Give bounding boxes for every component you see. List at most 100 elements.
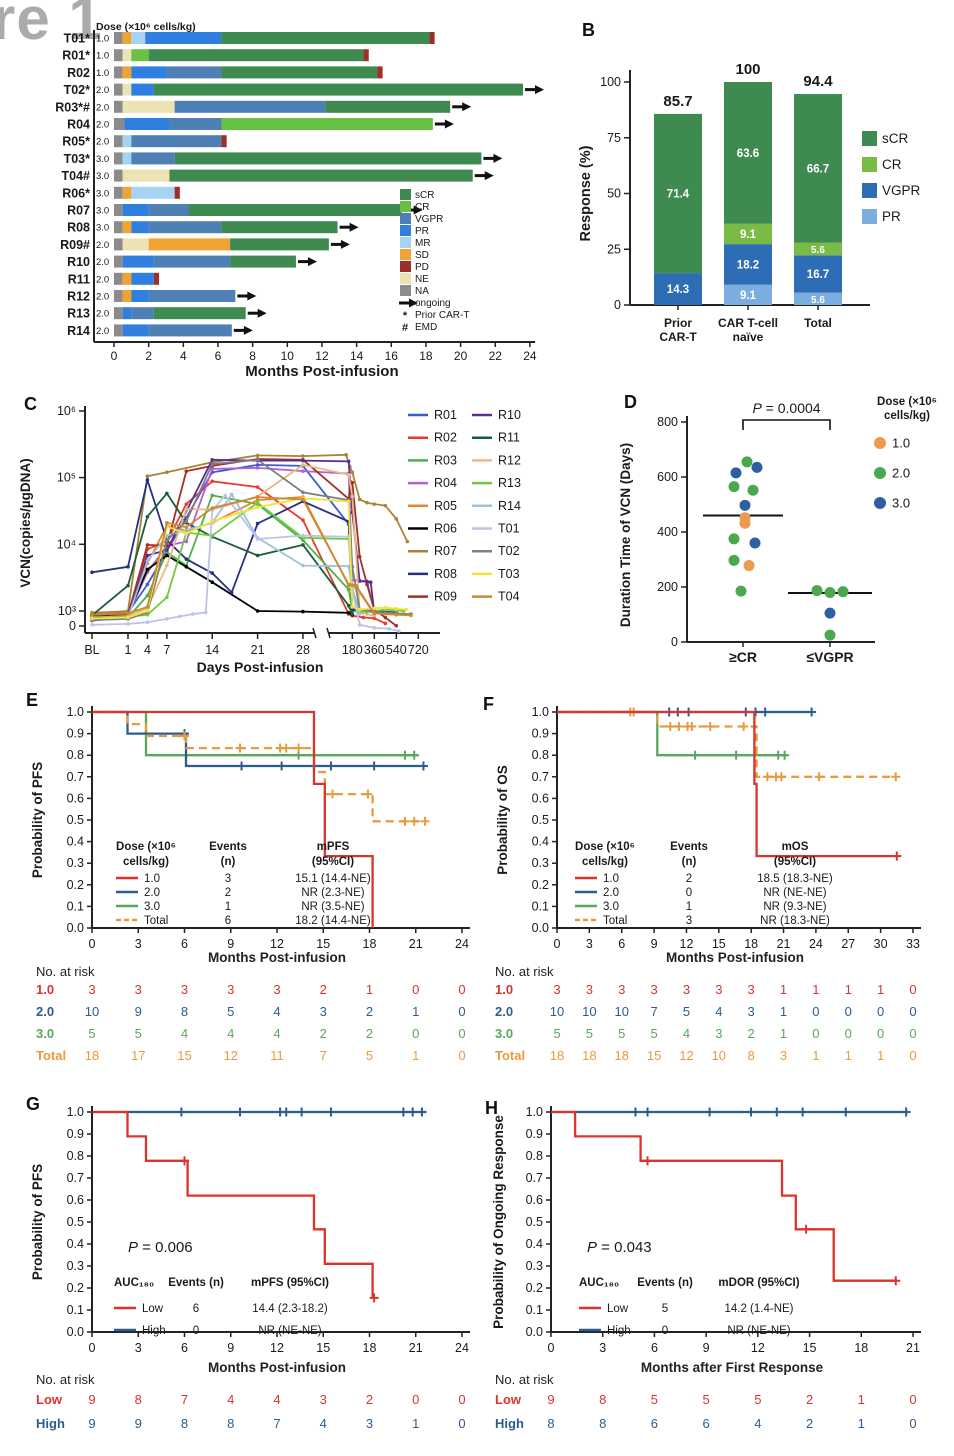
vcn-series-R09 <box>91 458 397 627</box>
risk-count: 8 <box>599 1392 607 1407</box>
swimmer-segment-NA <box>114 272 123 285</box>
patient-dose: 2.0 <box>96 137 109 148</box>
legend-series-name: 1.0 <box>603 873 619 885</box>
x-axis-title: Days Post-infusion <box>197 659 324 675</box>
risk-count: 0 <box>877 1004 885 1019</box>
vcn-point-R08 <box>229 590 234 595</box>
risk-count: 9 <box>547 1392 555 1407</box>
legend-series-name: Low <box>607 1303 629 1315</box>
segment-value-label: 9.1 <box>740 290 757 302</box>
dot-dose-2.0 <box>728 533 740 545</box>
risk-row-label: 2.0 <box>36 1004 55 1019</box>
dot-dose-3.0 <box>824 607 836 619</box>
vcn-point-R09 <box>145 543 150 547</box>
swimmer-segment-NA <box>114 204 123 216</box>
dot-dose-1.0 <box>739 517 751 529</box>
y-tick-label: 0.7 <box>526 1171 543 1185</box>
risk-count: 3 <box>88 982 96 997</box>
swimmer-segment-NE <box>122 83 132 96</box>
vcn-point-R12 <box>350 494 355 499</box>
swimmer-segment-VGPR <box>131 152 175 165</box>
legend-label: EMD <box>415 322 437 333</box>
risk-count: 3 <box>180 982 189 997</box>
vcn-point-T01 <box>145 620 150 624</box>
vcn-point-R10 <box>346 459 351 464</box>
patient-dose: 2.0 <box>96 240 109 251</box>
legend-label: T01 <box>498 522 520 536</box>
y-tick-label: 0.9 <box>532 727 549 741</box>
segment-value-label: 5.6 <box>811 245 825 256</box>
vcn-point-R04 <box>301 469 305 473</box>
risk-count: 5 <box>585 1026 593 1041</box>
x-tick-label: 6 <box>181 1341 188 1355</box>
risk-count: 1 <box>412 1004 420 1019</box>
risk-count: 9 <box>134 1004 142 1019</box>
y-tick-label: 800 <box>657 415 678 429</box>
swimmer-segment-PR <box>122 324 149 337</box>
vcn-point-T03 <box>210 519 215 524</box>
swimmer-segment-MR <box>131 186 175 199</box>
swimmer-segment-NA <box>114 169 123 182</box>
y-tick-label: 0.2 <box>532 878 549 892</box>
dot-dose-3.0 <box>751 461 763 473</box>
vcn-point-R10 <box>368 580 373 585</box>
risk-count: 1 <box>412 1416 420 1431</box>
dot-dose-2.0 <box>735 585 747 597</box>
vcn-point-R11 <box>301 543 305 547</box>
x-tick-label: 14 <box>350 349 364 363</box>
risk-count: 0 <box>458 1026 466 1041</box>
risk-count: 5 <box>650 1392 659 1407</box>
vcn-point-R14 <box>346 564 351 568</box>
segment-value-label: 9.1 <box>740 229 757 241</box>
legend-header: Events (n) <box>168 1277 224 1289</box>
risk-count: 1 <box>779 982 788 997</box>
risk-count: 4 <box>273 1026 281 1041</box>
patient-id: T02* <box>64 83 91 97</box>
swimmer-segment-NE <box>122 169 170 182</box>
vcn-point-R07 <box>301 454 305 458</box>
risk-count: 3 <box>650 982 658 997</box>
risk-count: 8 <box>134 1392 142 1407</box>
vcn-point-T04 <box>145 605 150 609</box>
x-tick-label: 3 <box>135 1341 142 1355</box>
panel-e-pfs-km-plot: 0.00.10.20.30.40.50.60.70.80.91.00 3 6 9 12 1… <box>30 705 470 951</box>
x-tick-label: 24 <box>455 937 469 951</box>
p-value-bracket <box>742 419 831 430</box>
legend-label: 3.0 <box>892 496 910 511</box>
y-tick-label: 0.6 <box>526 1193 543 1207</box>
x-tick-label: 9 <box>227 937 234 951</box>
vcn-point-R02 <box>301 518 305 522</box>
risk-count: 2 <box>805 1416 814 1431</box>
swimmer-segment-VGPR <box>153 255 231 268</box>
vcn-point-R13 <box>165 595 169 600</box>
risk-count: 2 <box>805 1392 814 1407</box>
group-label: ≥CR <box>729 649 757 665</box>
x-tick-label: 28 <box>296 643 310 657</box>
y-tick-label: 0.5 <box>67 1215 84 1229</box>
km-curve-3.0 <box>557 710 787 757</box>
chart-line <box>326 627 331 639</box>
y-tick-label: 0.4 <box>67 835 84 849</box>
vcn-point-T01 <box>90 623 94 627</box>
vcn-point-R08 <box>210 571 215 575</box>
risk-count: 0 <box>458 1392 466 1407</box>
bar-segment-CR <box>724 223 772 245</box>
risk-count: 3 <box>715 1026 723 1041</box>
y-tick-label: 0.0 <box>67 921 84 935</box>
legend-dot-1.0 <box>874 437 886 449</box>
risk-count: 5 <box>227 1004 235 1019</box>
legend-header: (n) <box>682 856 697 868</box>
patient-id: T03* <box>64 152 91 166</box>
y-tick-label: 10⁶ <box>57 404 76 418</box>
risk-count: 5 <box>365 1048 374 1063</box>
swimmer-segment-PR <box>131 66 166 79</box>
patient-id: R04 <box>67 118 90 132</box>
risk-count: 0 <box>458 1048 466 1063</box>
patient-dose: 2.0 <box>96 309 109 320</box>
legend-events: 0 <box>662 1325 668 1337</box>
legend-header: Events <box>209 841 247 853</box>
risk-count: 0 <box>909 982 917 997</box>
x-tick-label: 18 <box>363 937 377 951</box>
patient-dose: 2.0 <box>96 274 109 285</box>
